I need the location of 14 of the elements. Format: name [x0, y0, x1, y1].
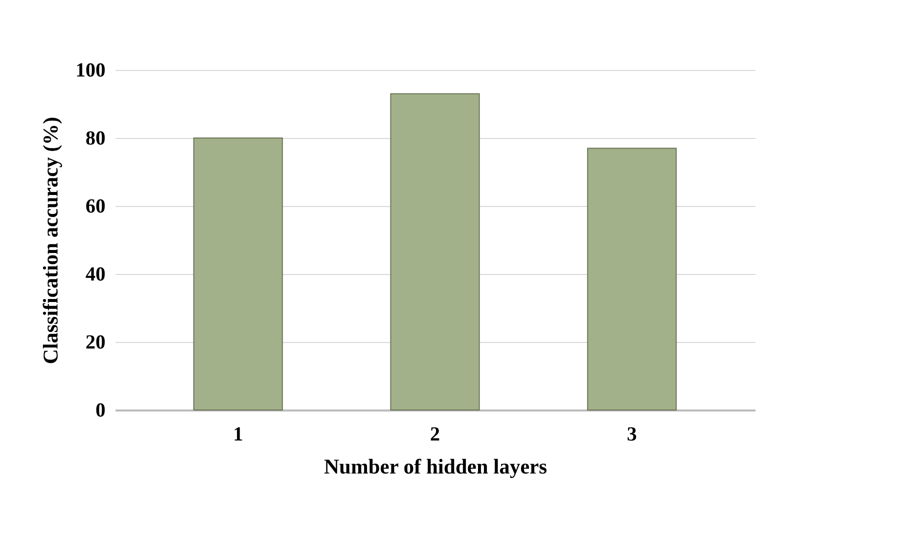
y-tick-label: 60	[86, 196, 106, 218]
x-tick-label: 3	[626, 424, 637, 446]
y-tick-label: 80	[86, 128, 106, 150]
x-tick-label: 1	[233, 424, 244, 446]
y-tick-label: 40	[86, 264, 106, 286]
y-tick-label: 0	[96, 400, 106, 422]
bar	[587, 148, 677, 410]
x-tick-label: 2	[430, 424, 440, 446]
bar	[390, 93, 480, 410]
bar	[193, 138, 283, 410]
x-axis-title: Number of hidden layers	[324, 454, 548, 478]
y-tick-label: 100	[76, 60, 106, 82]
y-tick-label: 20	[86, 332, 106, 354]
y-axis-title: Classification accuracy (%)	[38, 116, 62, 364]
